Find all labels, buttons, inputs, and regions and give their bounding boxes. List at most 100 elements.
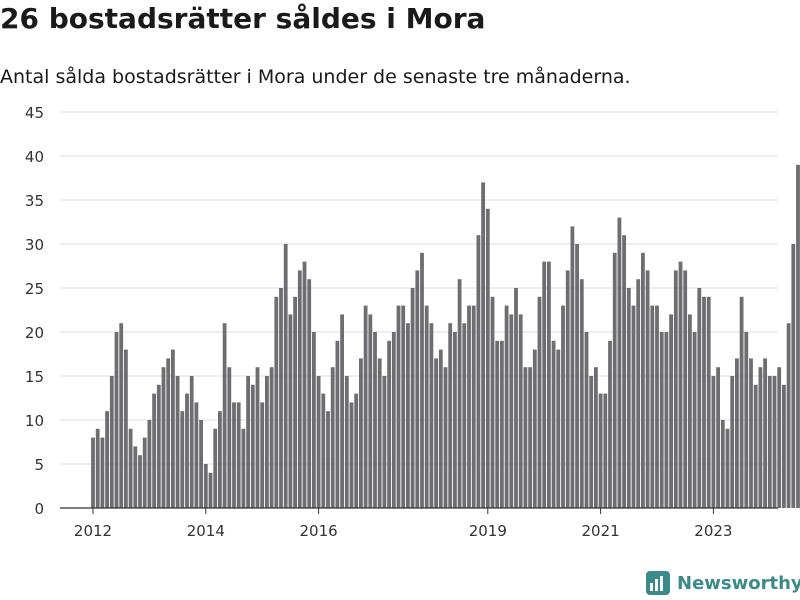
x-tick-label: 2016 xyxy=(300,522,338,540)
x-tick-label: 2021 xyxy=(582,522,620,540)
bar xyxy=(518,314,523,508)
y-tick-label: 30 xyxy=(25,236,44,254)
bar xyxy=(720,420,725,508)
bar xyxy=(608,340,612,508)
bar xyxy=(683,270,688,508)
bar xyxy=(161,367,166,508)
bar xyxy=(641,252,645,508)
bar xyxy=(551,340,556,508)
bar xyxy=(424,305,429,508)
bar xyxy=(678,261,683,508)
bar xyxy=(622,235,626,508)
bar xyxy=(589,376,594,508)
bar xyxy=(767,376,772,508)
bar xyxy=(175,376,180,508)
bar xyxy=(232,402,236,508)
bar xyxy=(227,367,232,508)
bar xyxy=(542,261,547,508)
bar xyxy=(330,367,335,508)
bar xyxy=(335,340,340,508)
bar xyxy=(471,305,476,508)
bar xyxy=(222,323,227,508)
bar xyxy=(702,296,706,508)
bar xyxy=(147,420,152,508)
bar xyxy=(109,376,114,508)
bar xyxy=(509,314,514,508)
bar xyxy=(373,332,377,508)
bar xyxy=(523,367,528,508)
bar xyxy=(772,376,777,508)
bar xyxy=(753,384,758,508)
bar xyxy=(236,402,241,508)
bar xyxy=(288,314,293,508)
bar xyxy=(655,305,659,508)
bar xyxy=(758,367,763,508)
newsworthy-logo: Newsworthy xyxy=(645,570,800,596)
chart-subtitle: Antal sålda bostadsrätter i Mora under d… xyxy=(0,66,631,88)
bar xyxy=(514,288,518,508)
bar xyxy=(241,428,246,508)
bar xyxy=(246,376,250,508)
x-tick-label: 2023 xyxy=(694,522,732,540)
y-tick-label: 0 xyxy=(34,500,44,518)
bar xyxy=(349,402,354,508)
bar xyxy=(142,437,147,508)
bar xyxy=(297,270,302,508)
bar xyxy=(528,367,532,508)
bar xyxy=(739,296,744,508)
bar xyxy=(114,332,119,508)
bar xyxy=(796,164,800,509)
bar xyxy=(490,296,495,508)
bar xyxy=(500,340,504,508)
bar xyxy=(579,279,584,508)
bar xyxy=(302,261,307,508)
bar xyxy=(457,279,462,508)
bar xyxy=(359,358,363,508)
bar xyxy=(603,393,608,508)
bar xyxy=(626,288,631,508)
bar xyxy=(265,376,269,508)
bar xyxy=(377,358,382,508)
bar xyxy=(565,270,570,508)
bar xyxy=(269,367,274,508)
bar xyxy=(396,305,401,508)
bar xyxy=(95,428,100,508)
bar xyxy=(730,376,735,508)
bar xyxy=(476,235,481,508)
bar xyxy=(368,314,373,508)
bar xyxy=(321,393,326,508)
bar xyxy=(260,402,265,508)
bar xyxy=(716,367,720,508)
bar xyxy=(293,296,297,508)
x-tick-label: 2012 xyxy=(74,522,112,540)
x-tick-label: 2019 xyxy=(469,522,507,540)
bar xyxy=(119,323,124,508)
bar xyxy=(659,332,664,508)
bar xyxy=(279,288,283,508)
bar xyxy=(650,305,655,508)
bar xyxy=(152,393,156,508)
bar xyxy=(594,367,598,508)
newsworthy-logo-text: Newsworthy xyxy=(677,572,800,594)
bar xyxy=(382,376,387,508)
bar xyxy=(438,349,443,508)
bar xyxy=(203,464,208,508)
bar xyxy=(91,437,95,508)
bar xyxy=(133,446,138,508)
bar xyxy=(481,182,485,508)
bar-chart: 0 5 10 15 20 25 30 35 40 45 2012 2014 2016 2019 2021 20… xyxy=(25,104,800,540)
bar xyxy=(692,332,697,508)
bar xyxy=(448,323,453,508)
bar xyxy=(706,296,711,508)
bar xyxy=(777,367,782,508)
bar xyxy=(744,332,749,508)
bar xyxy=(556,349,561,508)
bar xyxy=(495,340,500,508)
bar xyxy=(673,270,678,508)
bar xyxy=(791,244,796,508)
bar xyxy=(156,384,161,508)
bar xyxy=(485,208,490,509)
bar xyxy=(537,296,542,508)
bar xyxy=(406,323,410,508)
bar xyxy=(199,420,203,508)
